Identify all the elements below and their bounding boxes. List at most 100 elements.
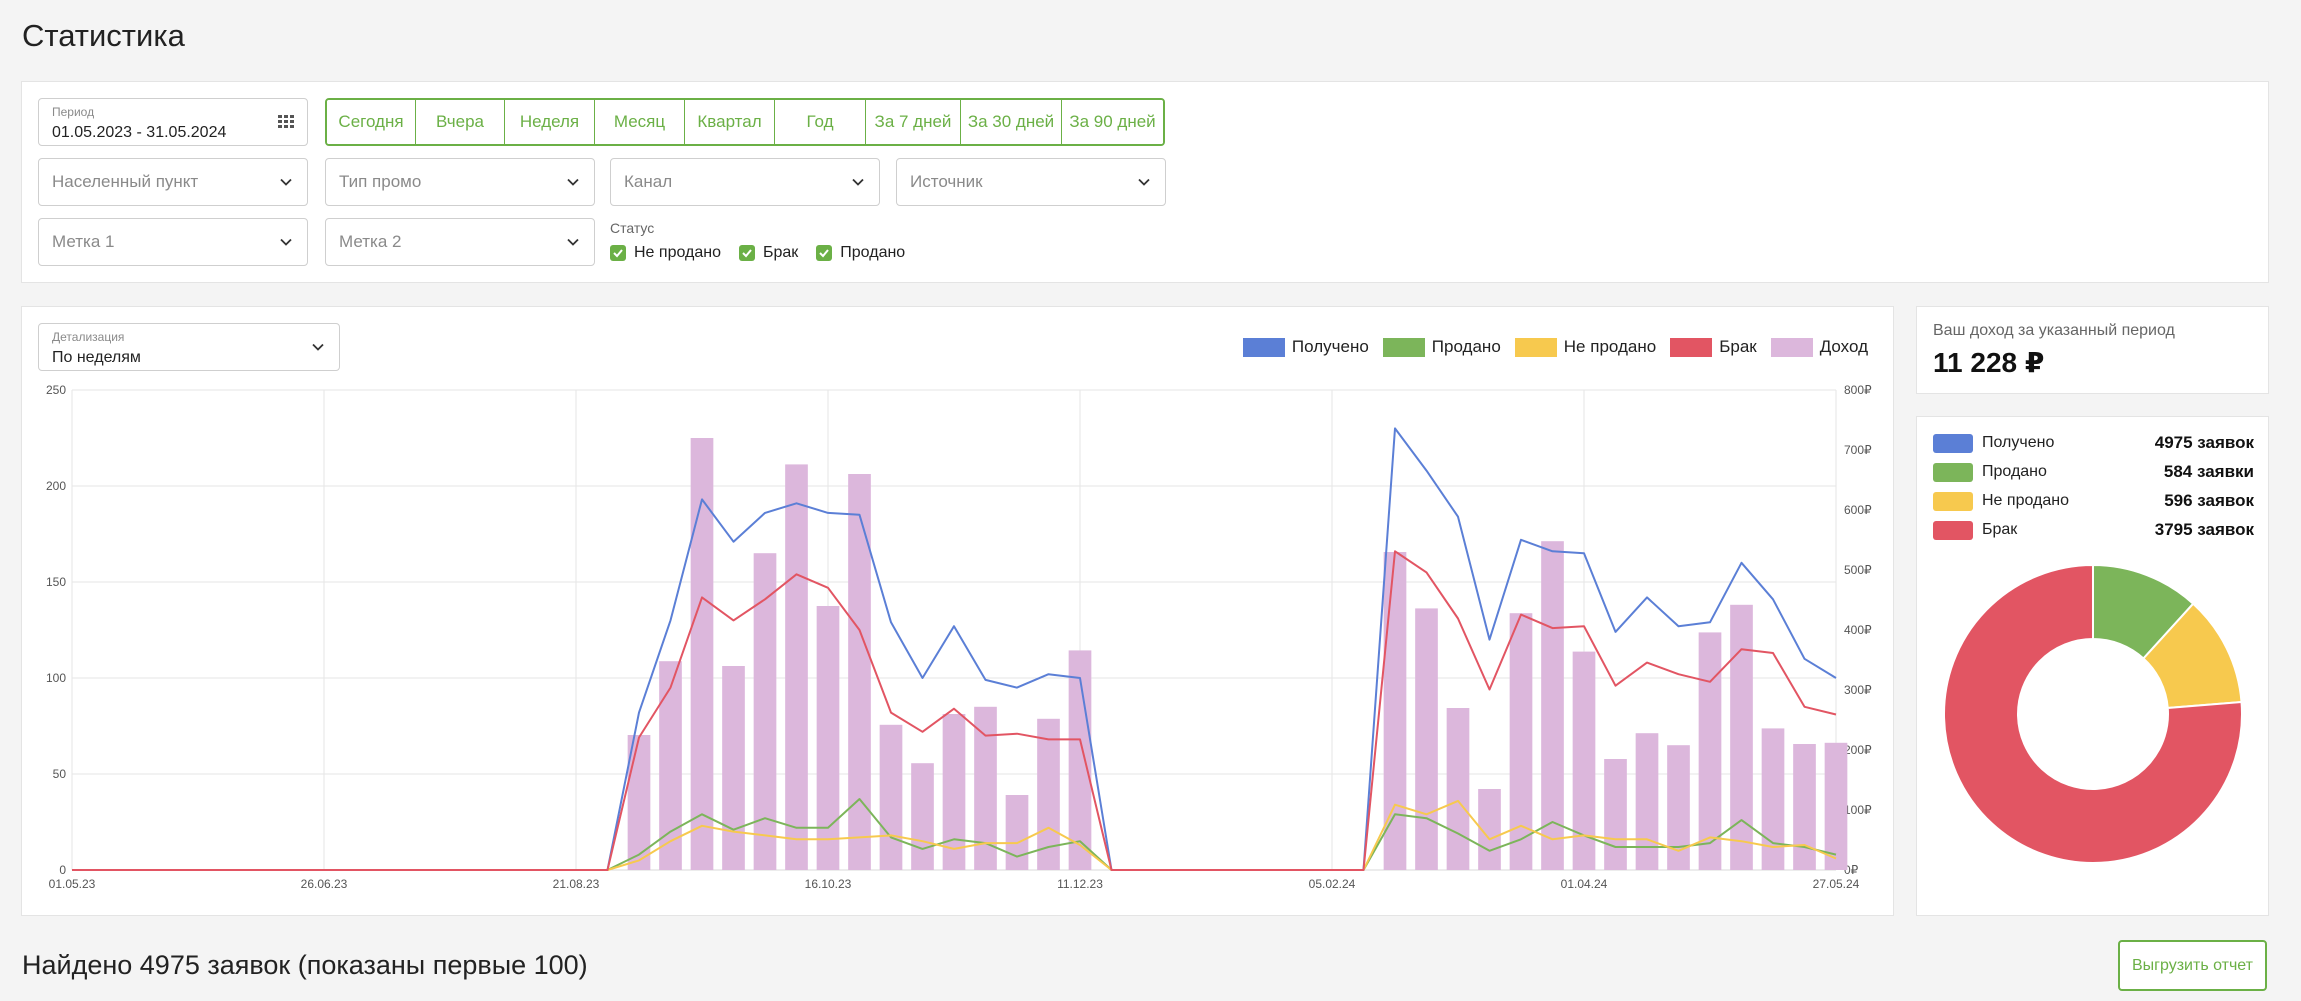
tag1-select[interactable]: Метка 1	[38, 218, 308, 266]
income-bar	[1509, 613, 1533, 870]
legend-label: Получено	[1291, 337, 1369, 356]
income-bar	[1415, 608, 1438, 870]
status-label: Статус	[610, 220, 655, 236]
legend-label: Брак	[1719, 337, 1757, 356]
legend-not-sold[interactable]: Не продано	[1514, 337, 1657, 357]
income-bar	[690, 438, 714, 870]
donut-legend-count: 3795 заявок	[2154, 520, 2254, 539]
legend-defect[interactable]: Брак	[1670, 337, 1757, 357]
tag2-select[interactable]: Метка 2	[325, 218, 595, 266]
income-bar	[1541, 541, 1564, 870]
income-bar	[816, 606, 840, 870]
status-sold-label: Продано	[840, 244, 906, 261]
y-left-tick-label: 0	[59, 863, 66, 877]
checkmark-icon	[816, 245, 833, 261]
donut-legend-count: 584 заявки	[2163, 462, 2254, 481]
income-bar	[1667, 745, 1690, 870]
quick-period-group: Сегодня Вчера Неделя Месяц Квартал Год З…	[325, 98, 1165, 146]
tag2-placeholder: Метка 2	[339, 232, 402, 251]
legend-swatch	[1933, 462, 1973, 482]
legend-received[interactable]: Получено	[1242, 337, 1369, 357]
income-bar	[974, 706, 997, 870]
donut-legend-received: Получено 4975 заявок	[1933, 432, 2254, 454]
detail-value: По неделям	[52, 349, 141, 366]
export-report-button[interactable]: Выгрузить отчет	[2118, 940, 2267, 991]
donut-legend-name: Продано	[1982, 463, 2047, 480]
income-value: 11 228 ₽	[1933, 347, 2045, 378]
chevron-down-icon	[312, 343, 324, 351]
city-select[interactable]: Населенный пункт	[38, 158, 308, 206]
period-week-button[interactable]: Неделя	[505, 100, 595, 144]
legend-swatch	[1933, 491, 1973, 511]
source-placeholder: Источник	[910, 172, 983, 191]
legend-swatch	[1514, 337, 1557, 357]
donut-legend-count: 4975 заявок	[2154, 433, 2254, 452]
channel-select[interactable]: Канал	[610, 158, 880, 206]
y-right-tick-label: 600₽	[1844, 503, 1872, 517]
x-tick-label: 21.08.23	[553, 877, 600, 891]
x-tick-label: 05.02.24	[1309, 877, 1356, 891]
period-yesterday-button[interactable]: Вчера	[416, 100, 505, 144]
y-right-tick-label: 200₽	[1844, 743, 1872, 757]
legend-swatch	[1933, 433, 1973, 453]
income-bar	[1572, 651, 1596, 870]
period-value: 01.05.2023 - 31.05.2024	[52, 124, 227, 141]
period-quarter-button[interactable]: Квартал	[685, 100, 775, 144]
income-bar	[1068, 650, 1092, 870]
chevron-down-icon	[567, 238, 579, 246]
donut-panel: Получено 4975 заявок Продано 584 заявки …	[1916, 416, 2269, 916]
income-bar	[753, 553, 777, 870]
period-30days-button[interactable]: За 30 дней	[961, 100, 1062, 144]
status-defect-checkbox[interactable]: Брак	[738, 244, 798, 262]
y-right-tick-label: 100₽	[1844, 803, 1872, 817]
donut-legend-sold: Продано 584 заявки	[1933, 461, 2254, 483]
results-count: Найдено 4975 заявок (показаны первые 100…	[22, 950, 588, 980]
y-left-tick-label: 250	[46, 383, 66, 397]
income-bar	[848, 474, 871, 870]
detail-select[interactable]: Детализация По неделям	[38, 323, 340, 371]
promo-type-select[interactable]: Тип промо	[325, 158, 595, 206]
legend-swatch	[1670, 337, 1713, 357]
tag1-placeholder: Метка 1	[52, 232, 115, 251]
period-today-button[interactable]: Сегодня	[327, 100, 416, 144]
income-bar	[627, 735, 651, 870]
x-tick-label: 26.06.23	[301, 877, 348, 891]
period-year-button[interactable]: Год	[775, 100, 866, 144]
y-left-tick-label: 150	[46, 575, 66, 589]
donut-legend-name: Брак	[1982, 521, 2018, 538]
legend-sold[interactable]: Продано	[1382, 337, 1501, 357]
source-select[interactable]: Источник	[896, 158, 1166, 206]
income-bar	[1005, 795, 1029, 870]
y-right-tick-label: 500₽	[1844, 563, 1872, 577]
period-90days-button[interactable]: За 90 дней	[1062, 100, 1163, 144]
chart-legend: Получено Продано Не продано Брак Доход	[1242, 337, 1868, 357]
calendar-icon[interactable]	[277, 113, 295, 131]
donut-legend-defect: Брак 3795 заявок	[1933, 519, 2254, 541]
detail-label: Детализация	[52, 330, 125, 344]
donut-legend-name: Получено	[1982, 434, 2055, 451]
donut-legend-name: Не продано	[1982, 492, 2069, 509]
x-tick-label: 27.05.24	[1813, 877, 1860, 891]
status-not-sold-label: Не продано	[634, 244, 721, 261]
status-sold-checkbox[interactable]: Продано	[816, 244, 905, 262]
checkmark-icon	[610, 245, 626, 261]
income-bar	[1446, 708, 1470, 870]
income-bar	[942, 714, 966, 870]
y-right-tick-label: 300₽	[1844, 683, 1872, 697]
city-placeholder: Населенный пункт	[52, 172, 199, 191]
income-bar	[1604, 759, 1627, 870]
period-field[interactable]: Период 01.05.2023 - 31.05.2024	[38, 98, 308, 146]
income-bar	[1730, 604, 1753, 870]
income-bar	[1793, 744, 1816, 870]
chevron-down-icon	[852, 178, 864, 186]
income-panel: Ваш доход за указанный период 11 228 ₽	[1916, 306, 2269, 394]
x-tick-label: 01.04.24	[1561, 877, 1608, 891]
legend-label: Не продано	[1563, 337, 1657, 356]
income-bar	[722, 666, 745, 870]
legend-income[interactable]: Доход	[1770, 337, 1868, 357]
period-7days-button[interactable]: За 7 дней	[866, 100, 961, 144]
promo-type-placeholder: Тип промо	[339, 172, 422, 191]
channel-placeholder: Канал	[624, 172, 673, 191]
status-not-sold-checkbox[interactable]: Не продано	[610, 244, 721, 262]
period-month-button[interactable]: Месяц	[595, 100, 685, 144]
